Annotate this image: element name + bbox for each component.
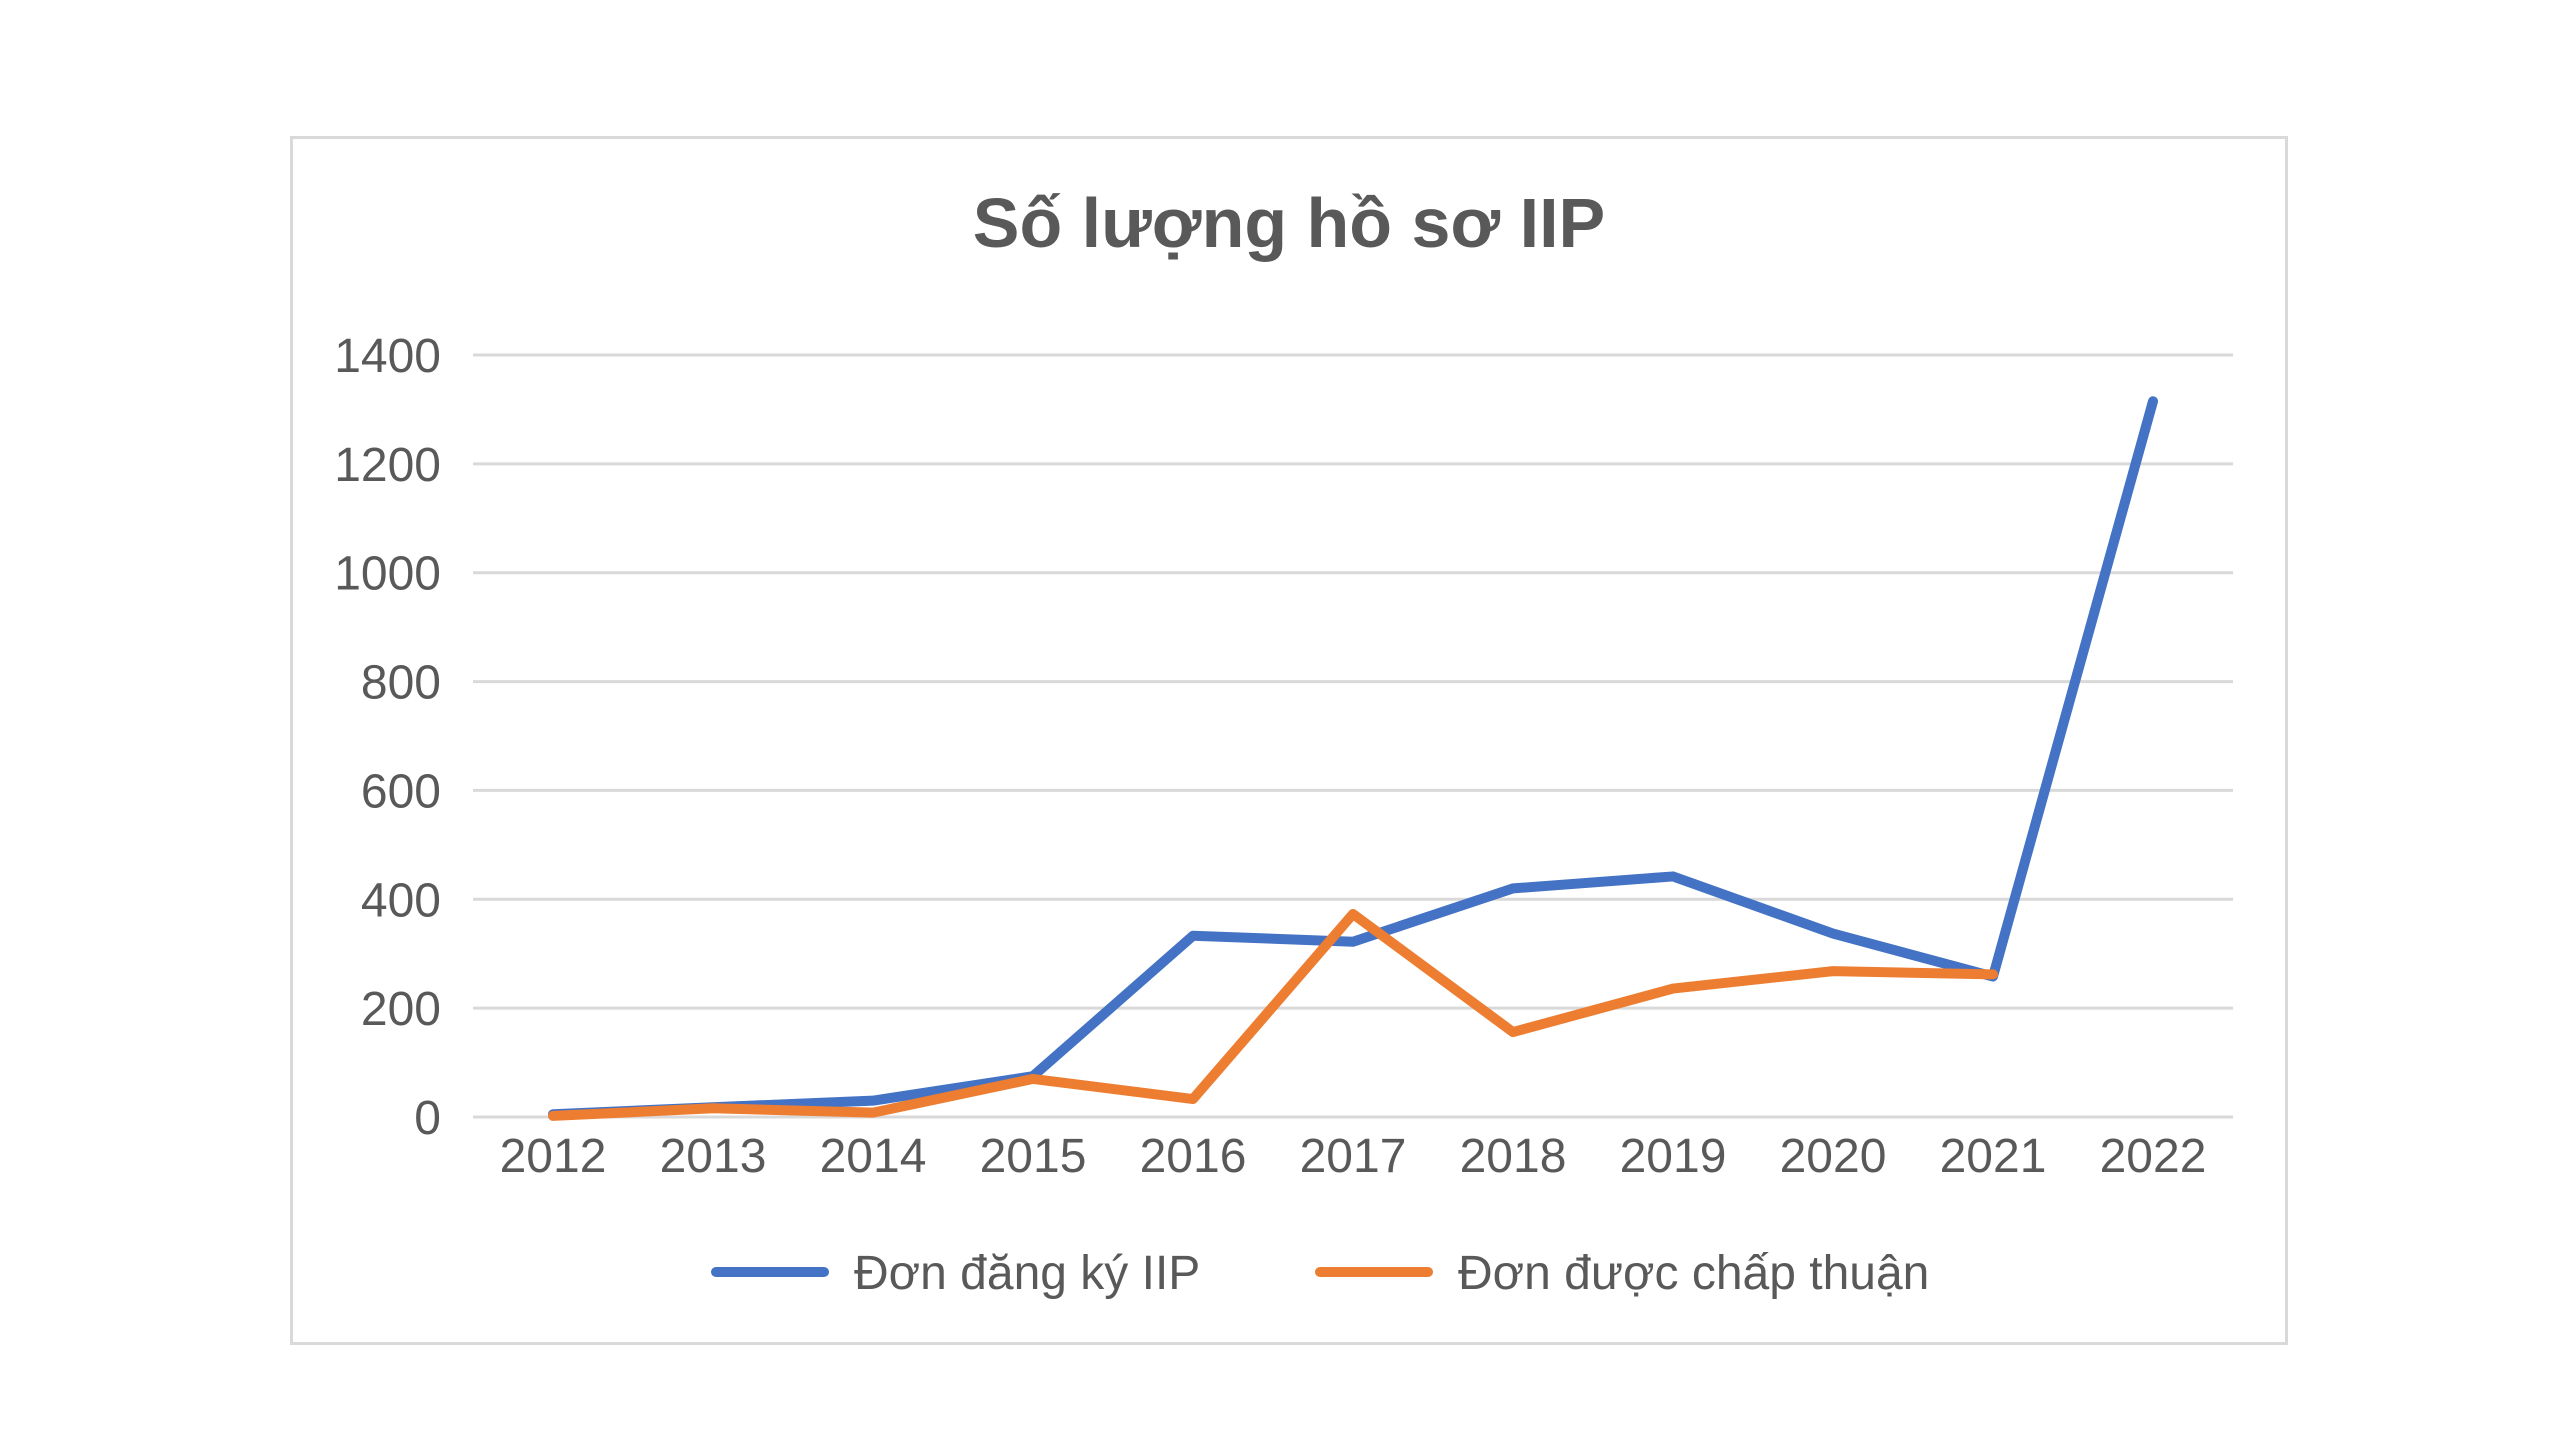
series-lines	[548, 396, 2158, 1121]
x-tick-label: 2022	[2100, 1130, 2207, 1183]
data-point	[872, 1112, 874, 1114]
y-tick-label: 1400	[334, 330, 441, 383]
data-point	[712, 1107, 714, 1109]
legend: Đơn đăng ký IIP Đơn được chấp thuận	[711, 1247, 1929, 1300]
data-point	[1992, 973, 1994, 975]
x-tick-label: 2020	[1780, 1130, 1887, 1183]
y-tick-label: 600	[361, 765, 441, 818]
y-tick-label: 1200	[334, 439, 441, 492]
data-point	[1832, 933, 1834, 935]
data-point	[872, 1100, 874, 1102]
y-tick-label: 400	[361, 874, 441, 927]
y-axis-ticks: 0 200 400 600 800 1000 1200 1400	[334, 330, 441, 1145]
x-tick-label: 2016	[1140, 1130, 1247, 1183]
x-tick-label: 2019	[1620, 1130, 1727, 1183]
data-point	[1352, 913, 1354, 915]
x-tick-label: 2018	[1460, 1130, 1567, 1183]
data-point	[1512, 887, 1514, 889]
y-tick-label: 1000	[334, 548, 441, 601]
data-point	[1032, 1078, 1034, 1080]
x-tick-label: 2021	[1940, 1130, 2047, 1183]
data-point	[1672, 875, 1674, 877]
x-tick-label: 2014	[820, 1130, 927, 1183]
y-tick-label: 0	[414, 1092, 441, 1145]
gridlines	[473, 353, 2233, 1119]
data-point	[1192, 1098, 1194, 1100]
data-point	[1672, 988, 1674, 990]
y-tick-label: 800	[361, 657, 441, 710]
x-tick-label: 2017	[1300, 1130, 1407, 1183]
legend-label: Đơn được chấp thuận	[1458, 1247, 1929, 1300]
x-tick-label: 2015	[980, 1130, 1087, 1183]
data-point	[1352, 941, 1354, 943]
data-point	[1832, 970, 1834, 972]
y-tick-label: 200	[361, 983, 441, 1036]
x-tick-label: 2013	[660, 1130, 767, 1183]
data-point	[1192, 935, 1194, 937]
data-point	[2152, 400, 2154, 402]
line-chart: Số lượng hồ sơ IIP 0 200 400 600 800 1000 1200…	[334, 184, 2233, 1300]
chart-frame: Số lượng hồ sơ IIP 0 200 400 600 800 1000 1200…	[290, 136, 2288, 1345]
data-point	[1512, 1031, 1514, 1033]
x-axis-ticks: 2012 2013 2014 2015 2016 2017 2018 2019 2020 2021…	[500, 1130, 2207, 1183]
data-point	[552, 1115, 554, 1117]
legend-label: Đơn đăng ký IIP	[854, 1247, 1200, 1300]
series-line-2	[548, 908, 1998, 1121]
x-tick-label: 2012	[500, 1130, 607, 1183]
chart-title: Số lượng hồ sơ IIP	[973, 184, 1605, 262]
